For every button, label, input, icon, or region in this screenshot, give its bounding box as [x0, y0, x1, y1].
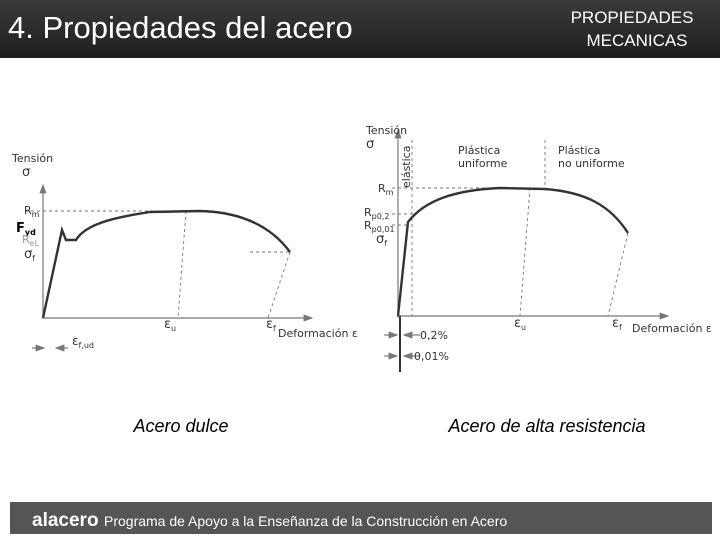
guide-line [177, 210, 187, 319]
y-axis-label: Tensión [11, 152, 53, 165]
region-label: Plástica [458, 144, 500, 157]
y-axis-label: Tensión [365, 124, 407, 137]
caption: Acero de alta resistencia [447, 416, 645, 436]
stress-strain-curve [396, 186, 630, 317]
label: Rp0,01 [364, 219, 395, 234]
guide-line [607, 232, 629, 317]
label: Rm [24, 204, 40, 219]
guide-line [267, 251, 291, 319]
label: εf [612, 316, 622, 332]
label: σf [24, 247, 35, 263]
y-axis-symbol: σ [22, 165, 30, 180]
label: σf [376, 232, 387, 248]
label: εf [266, 317, 276, 333]
y-axis-symbol: σ [366, 137, 374, 152]
header-bar [0, 0, 720, 58]
x-axis-label: Deformación ε [632, 322, 712, 335]
x-axis-label: Deformación ε [278, 327, 358, 340]
section-label: MECANICAS [586, 31, 687, 50]
stress-strain-curve [41, 209, 291, 319]
label: ReL [22, 233, 40, 248]
region-label: no uniforme [558, 157, 625, 170]
region-label: uniforme [458, 157, 508, 170]
label: εu [514, 316, 526, 332]
logo: alacero [32, 510, 99, 531]
region-label: elástica [400, 146, 413, 188]
offset-label: 0,2% [420, 329, 448, 342]
label: Fyd [16, 221, 36, 237]
caption: Acero dulce [132, 416, 228, 436]
diagram-high-strength-steel: Tensión σ elástica Plástica uniforme Plá… [364, 124, 712, 372]
label: Rp0,2 [364, 206, 389, 221]
label: εf,ud [72, 334, 94, 350]
footer-bar [10, 502, 712, 534]
label: εu [164, 317, 176, 333]
section-label: PROPIEDADES [571, 8, 694, 27]
diagram-mild-steel: Tensión σ Rm Fyd ReL σf εu εf Deformació… [11, 152, 358, 352]
label: Rm [378, 182, 394, 197]
footer-text: Programa de Apoyo a la Enseñanza de la C… [104, 513, 507, 529]
title: 4. Propiedades del acero [8, 10, 353, 45]
offset-label: 0,01% [414, 350, 449, 363]
region-label: Plástica [558, 144, 600, 157]
guide-line [519, 187, 531, 317]
